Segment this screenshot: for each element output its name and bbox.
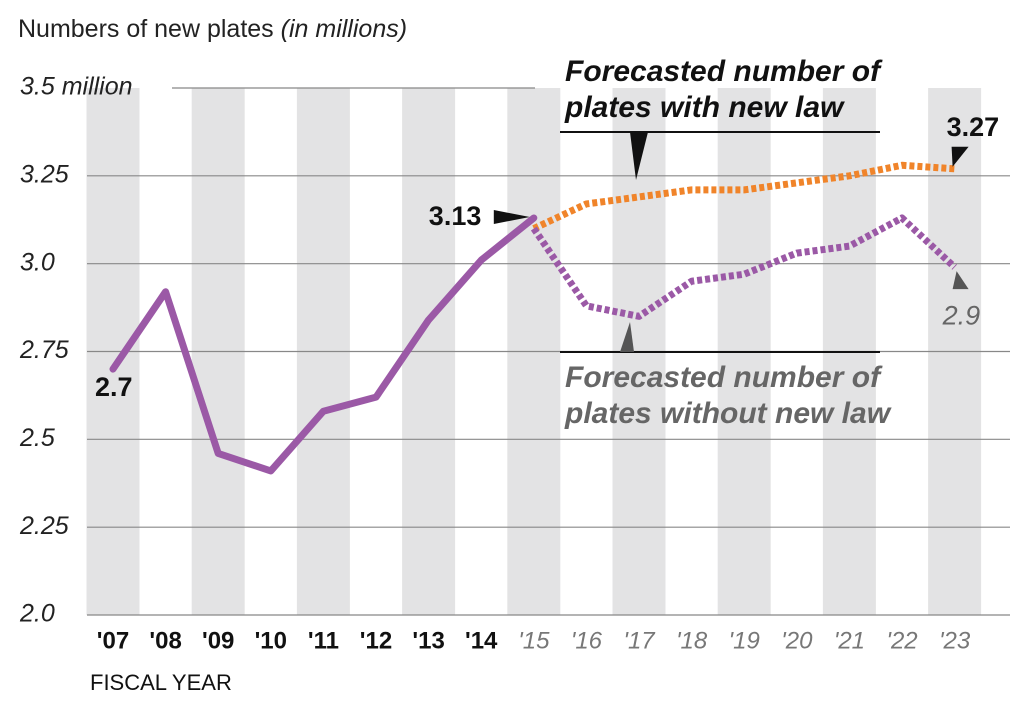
value-label: 3.27 bbox=[947, 112, 1000, 142]
legend-entry: Forecasted number of plates without new … bbox=[565, 361, 891, 430]
x-axis-label: FISCAL YEAR bbox=[90, 670, 232, 695]
x-tick-label: '15 bbox=[518, 627, 550, 654]
label-pointer bbox=[493, 209, 530, 224]
x-tick-label: '09 bbox=[202, 627, 234, 654]
title: Numbers of new plates bbox=[18, 15, 274, 43]
x-tick-label: '12 bbox=[360, 627, 392, 654]
legend-entry: Forecasted number of plates with new law bbox=[565, 55, 881, 124]
y-tick-label: 3.0 bbox=[20, 248, 55, 276]
x-tick-label: '19 bbox=[729, 627, 760, 654]
x-tick-label: '13 bbox=[412, 627, 444, 654]
label-pointer bbox=[952, 271, 969, 290]
x-tick-label: '16 bbox=[571, 627, 603, 654]
subtitle: (in millions) bbox=[281, 15, 407, 43]
x-tick-label: '20 bbox=[781, 627, 813, 654]
chart-title: Numbers of new plates (in millions) bbox=[18, 15, 407, 43]
annotation: 2.9 bbox=[942, 300, 981, 330]
x-tick-label: '23 bbox=[939, 627, 971, 654]
x-tick-label: '21 bbox=[834, 627, 865, 654]
x-tick-label: '18 bbox=[676, 627, 708, 654]
series-line bbox=[109, 214, 538, 475]
y-tick-label: 3.25 bbox=[20, 160, 69, 188]
y-tick-label: 2.75 bbox=[19, 336, 69, 364]
x-tick-label: '11 bbox=[308, 627, 339, 654]
series-line bbox=[532, 161, 955, 232]
x-tick-label: '22 bbox=[886, 627, 917, 654]
series-line bbox=[530, 214, 957, 320]
legend-pointer bbox=[630, 132, 648, 180]
x-tick-label: '14 bbox=[465, 627, 498, 654]
value-label: 2.7 bbox=[95, 372, 133, 402]
x-tick-label: '10 bbox=[255, 627, 287, 654]
label-pointer bbox=[951, 146, 969, 167]
y-tick-label: 2.0 bbox=[19, 600, 55, 628]
x-tick-label: '17 bbox=[623, 627, 656, 654]
y-tick-label: 3.5 million bbox=[20, 73, 133, 101]
x-tick-label: '08 bbox=[149, 627, 181, 654]
y-tick-label: 2.5 bbox=[19, 424, 55, 452]
y-tick-label: 2.25 bbox=[19, 512, 69, 540]
x-tick-label: '07 bbox=[97, 627, 129, 654]
legend-pointer bbox=[620, 322, 634, 352]
value-label: 3.13 bbox=[429, 201, 482, 231]
